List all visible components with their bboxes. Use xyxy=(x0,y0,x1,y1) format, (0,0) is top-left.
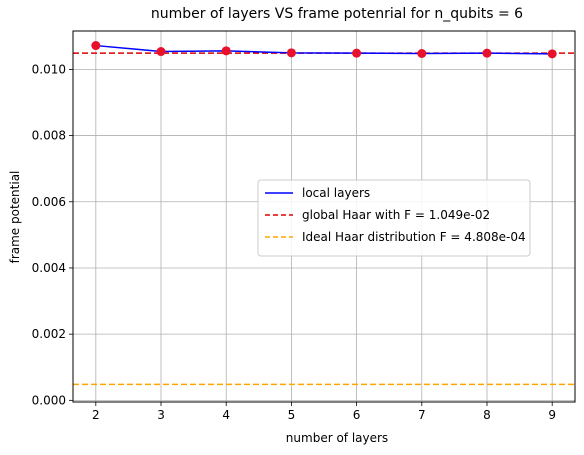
y-tick-label: 0.010 xyxy=(32,62,66,76)
x-tick-label: 3 xyxy=(157,408,165,422)
x-axis-label: number of layers xyxy=(286,431,388,445)
series-line xyxy=(95,44,553,55)
x-tick-label: 9 xyxy=(548,408,556,422)
data-point xyxy=(547,49,557,59)
data-point xyxy=(352,48,362,58)
legend-label: global Haar with F = 1.049e-02 xyxy=(302,208,490,222)
x-tick-label: 4 xyxy=(222,408,230,422)
y-tick-label: 0.000 xyxy=(32,393,66,407)
y-ticks: 0.000 0.002 0.004 0.006 0.008 0.010 xyxy=(32,62,73,407)
series-layer xyxy=(91,41,557,59)
data-point xyxy=(417,49,427,59)
y-axis-label: frame potential xyxy=(8,171,22,264)
y-tick-label: 0.002 xyxy=(32,327,66,341)
x-tick-label: 8 xyxy=(483,408,491,422)
x-tick-label: 6 xyxy=(353,408,361,422)
axes-frame xyxy=(72,30,576,403)
legend-label: Ideal Haar distribution F = 4.808e-04 xyxy=(302,230,526,244)
data-point xyxy=(91,41,101,51)
legend: local layers global Haar with F = 1.049e-… xyxy=(257,179,531,257)
y-tick-label: 0.008 xyxy=(32,129,66,143)
data-point xyxy=(221,46,231,56)
data-point xyxy=(156,47,166,57)
y-tick-label: 0.004 xyxy=(32,261,66,275)
legend-box xyxy=(257,179,531,257)
legend-label: local layers xyxy=(302,186,370,200)
x-tick-label: 7 xyxy=(418,408,426,422)
data-point xyxy=(482,48,492,58)
x-tick-label: 5 xyxy=(288,408,296,422)
x-tick-label: 2 xyxy=(92,408,100,422)
data-point xyxy=(286,48,296,58)
chart-title: number of layers VS frame potenrial for … xyxy=(151,6,523,22)
y-tick-label: 0.006 xyxy=(32,195,66,209)
x-ticks: 2 3 4 5 6 7 8 9 xyxy=(92,402,556,422)
